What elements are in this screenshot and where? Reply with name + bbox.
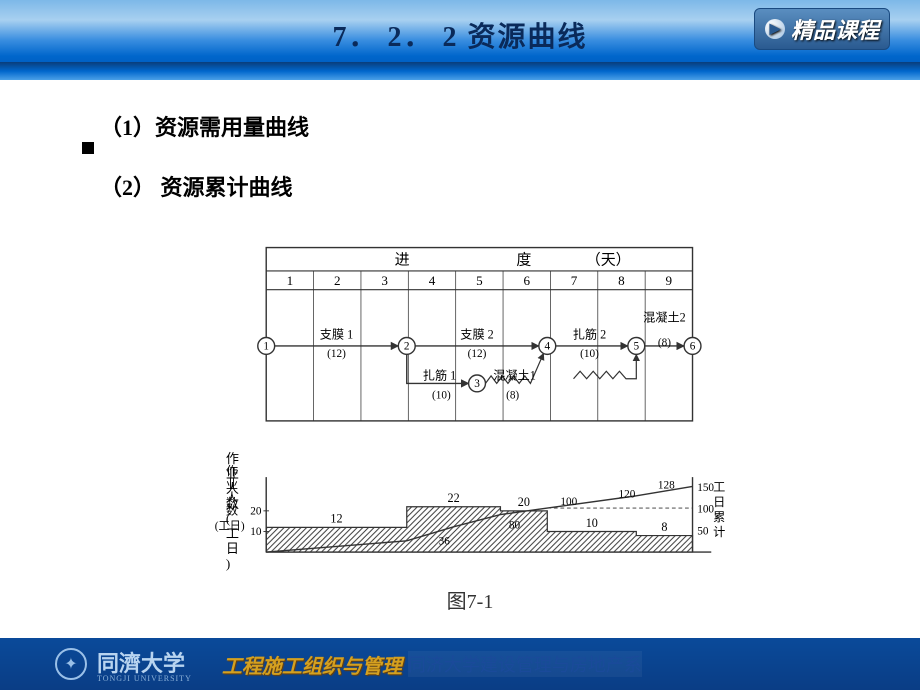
svg-text:100: 100 xyxy=(697,504,714,516)
svg-text:50: 50 xyxy=(697,525,709,537)
svg-text:支膜 1: 支膜 1 xyxy=(320,327,353,341)
svg-text:128: 128 xyxy=(658,479,675,491)
svg-text:20: 20 xyxy=(250,506,262,518)
content: （1）资源需用量曲线 （2） 资源累计曲线 进度（天）1234567891234… xyxy=(0,80,920,614)
figure-diagram: 进度（天）123456789123456支膜 1(12)支膜 2(12)扎筋 1… xyxy=(210,232,730,614)
header-bar xyxy=(0,62,920,80)
svg-text:5: 5 xyxy=(633,341,639,353)
svg-text:): ) xyxy=(226,556,230,571)
play-icon: ▶ xyxy=(765,19,785,39)
svg-text:(工日): (工日) xyxy=(215,521,245,533)
svg-text:扎筋 2: 扎筋 2 xyxy=(573,326,606,341)
svg-text:5: 5 xyxy=(476,273,483,288)
svg-text:10: 10 xyxy=(586,516,598,530)
svg-text:22: 22 xyxy=(448,491,460,505)
logo-icon: ✦ xyxy=(55,648,87,680)
footer-course-name: 工程施工组织与管理 xyxy=(222,650,402,679)
svg-text:6: 6 xyxy=(690,341,696,353)
svg-text:1: 1 xyxy=(287,273,294,288)
svg-text:2: 2 xyxy=(404,341,410,353)
svg-text:9: 9 xyxy=(666,273,673,288)
svg-text:20: 20 xyxy=(518,495,530,509)
page-title: 7． 2． 2 资源曲线 xyxy=(332,15,587,55)
svg-text:数: 数 xyxy=(226,503,238,518)
svg-text:(8): (8) xyxy=(506,389,519,401)
svg-text:工: 工 xyxy=(713,480,725,494)
svg-text:8: 8 xyxy=(661,520,667,534)
svg-text:3: 3 xyxy=(474,378,480,390)
svg-text:12: 12 xyxy=(330,512,342,526)
svg-text:(8): (8) xyxy=(658,337,671,349)
svg-text:日: 日 xyxy=(713,495,725,509)
logo-sub: TONGJI UNIVERSITY xyxy=(97,674,192,683)
svg-text:10: 10 xyxy=(250,526,262,538)
svg-text:（天）: （天） xyxy=(586,251,631,268)
logo-main: 同濟大学 xyxy=(97,646,192,678)
svg-text:混凝土2: 混凝土2 xyxy=(643,310,686,325)
header: 7． 2． 2 资源曲线 ▶ 精品课程 xyxy=(0,0,920,80)
svg-text:日: 日 xyxy=(226,541,239,556)
svg-text:累: 累 xyxy=(713,510,725,524)
svg-text:4: 4 xyxy=(544,341,550,353)
svg-text:扎筋 1: 扎筋 1 xyxy=(423,368,456,383)
svg-text:(12): (12) xyxy=(327,348,346,360)
svg-text:150: 150 xyxy=(697,482,714,494)
list-item-1: （1）资源需用量曲线 xyxy=(100,110,840,142)
bullet-square xyxy=(82,142,94,154)
footer: ✦ 同濟大学 TONGJI UNIVERSITY 工程施工组织与管理 同济大学建… xyxy=(0,638,920,690)
svg-text:6: 6 xyxy=(523,273,530,288)
figure-caption: 图7-1 xyxy=(210,585,730,614)
svg-text:(10): (10) xyxy=(580,348,599,360)
svg-text:3: 3 xyxy=(381,273,388,288)
list-item-2: （2） 资源累计曲线 xyxy=(100,170,840,202)
svg-text:进: 进 xyxy=(395,251,410,268)
svg-text:计: 计 xyxy=(713,525,725,539)
diagram-svg: 进度（天）123456789123456支膜 1(12)支膜 2(12)扎筋 1… xyxy=(210,232,730,577)
footer-department: 同济大学建设管理与房地产系 xyxy=(408,651,642,677)
svg-text:1: 1 xyxy=(263,341,269,353)
svg-text:100: 100 xyxy=(560,496,577,508)
svg-text:80: 80 xyxy=(509,520,521,532)
svg-text:7: 7 xyxy=(571,273,578,288)
svg-text:度: 度 xyxy=(516,251,531,268)
svg-text:8: 8 xyxy=(618,273,625,288)
svg-text:120: 120 xyxy=(619,489,636,501)
svg-text:混凝土1: 混凝土1 xyxy=(493,368,536,383)
svg-text:支膜 2: 支膜 2 xyxy=(460,327,493,341)
logo-block: 同濟大学 TONGJI UNIVERSITY xyxy=(97,646,192,683)
svg-text:作: 作 xyxy=(226,464,238,478)
svg-text:4: 4 xyxy=(429,273,436,288)
svg-text:(12): (12) xyxy=(468,348,487,360)
svg-text:(10): (10) xyxy=(432,389,451,401)
badge-label: 精品课程 xyxy=(791,13,879,45)
svg-text:人: 人 xyxy=(226,490,238,504)
svg-text:2: 2 xyxy=(334,273,341,288)
svg-text:36: 36 xyxy=(439,536,451,548)
svg-text:业: 业 xyxy=(226,477,238,491)
brand-badge: ▶ 精品课程 xyxy=(754,8,890,50)
